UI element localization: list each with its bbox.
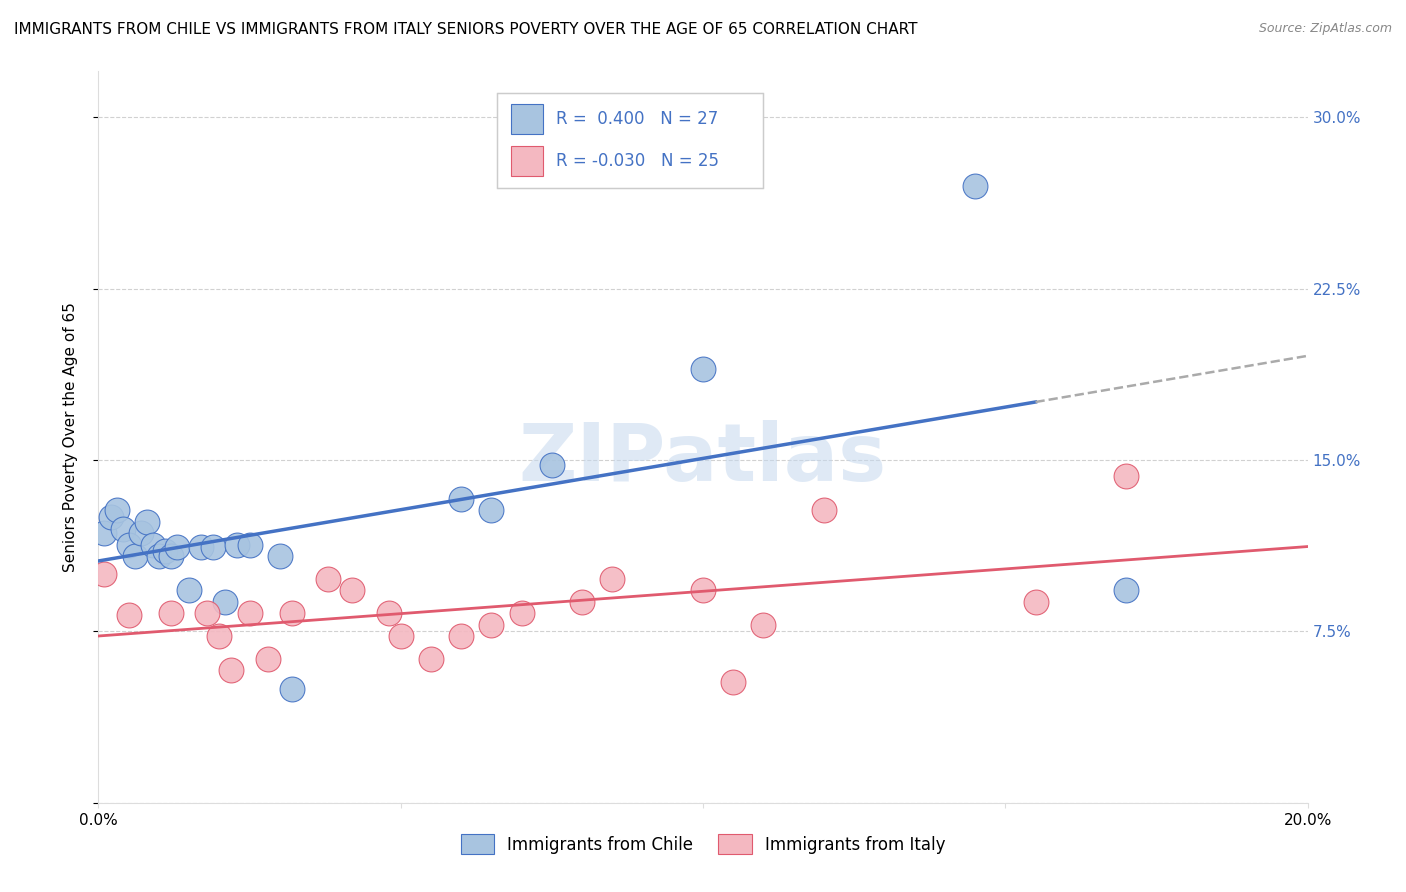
Point bbox=[111, 521, 134, 535]
Point bbox=[389, 629, 412, 643]
Point bbox=[190, 540, 212, 554]
Point bbox=[602, 572, 624, 586]
Text: Source: ZipAtlas.com: Source: ZipAtlas.com bbox=[1258, 22, 1392, 36]
Point bbox=[142, 537, 165, 551]
Point bbox=[342, 583, 364, 598]
Point bbox=[510, 606, 533, 620]
Point bbox=[239, 606, 262, 620]
Point bbox=[965, 178, 987, 193]
Point bbox=[179, 583, 201, 598]
Point bbox=[195, 606, 218, 620]
Point bbox=[752, 617, 775, 632]
Point bbox=[166, 540, 188, 554]
Point bbox=[692, 583, 714, 598]
Point bbox=[160, 606, 183, 620]
Point bbox=[93, 567, 115, 582]
Point bbox=[118, 608, 141, 623]
Point bbox=[420, 652, 443, 666]
Point bbox=[450, 491, 472, 506]
Point bbox=[208, 629, 231, 643]
Y-axis label: Seniors Poverty Over the Age of 65: Seniors Poverty Over the Age of 65 bbox=[63, 302, 77, 572]
Point bbox=[281, 606, 304, 620]
Point bbox=[481, 617, 503, 632]
Point bbox=[226, 537, 249, 551]
Point bbox=[692, 361, 714, 376]
Point bbox=[1115, 469, 1137, 483]
Legend: Immigrants from Chile, Immigrants from Italy: Immigrants from Chile, Immigrants from I… bbox=[454, 828, 952, 860]
Text: IMMIGRANTS FROM CHILE VS IMMIGRANTS FROM ITALY SENIORS POVERTY OVER THE AGE OF 6: IMMIGRANTS FROM CHILE VS IMMIGRANTS FROM… bbox=[14, 22, 918, 37]
Point bbox=[481, 503, 503, 517]
Point bbox=[93, 526, 115, 541]
Point bbox=[723, 674, 745, 689]
Point bbox=[813, 503, 835, 517]
Point bbox=[450, 629, 472, 643]
Point bbox=[1115, 583, 1137, 598]
Point bbox=[269, 549, 291, 563]
Text: ZIPatlas: ZIPatlas bbox=[519, 420, 887, 498]
Point bbox=[160, 549, 183, 563]
Point bbox=[571, 595, 593, 609]
Point bbox=[129, 526, 152, 541]
Point bbox=[221, 663, 243, 677]
Point bbox=[540, 458, 562, 472]
Point bbox=[100, 510, 122, 524]
Point bbox=[135, 515, 157, 529]
Point bbox=[256, 652, 278, 666]
Point bbox=[281, 681, 304, 696]
Point bbox=[377, 606, 399, 620]
Point bbox=[214, 595, 236, 609]
Point bbox=[316, 572, 339, 586]
Point bbox=[118, 537, 141, 551]
Point bbox=[239, 537, 262, 551]
Point bbox=[148, 549, 170, 563]
Point bbox=[124, 549, 146, 563]
Point bbox=[105, 503, 128, 517]
Point bbox=[1024, 595, 1046, 609]
Point bbox=[202, 540, 225, 554]
Point bbox=[153, 544, 176, 558]
